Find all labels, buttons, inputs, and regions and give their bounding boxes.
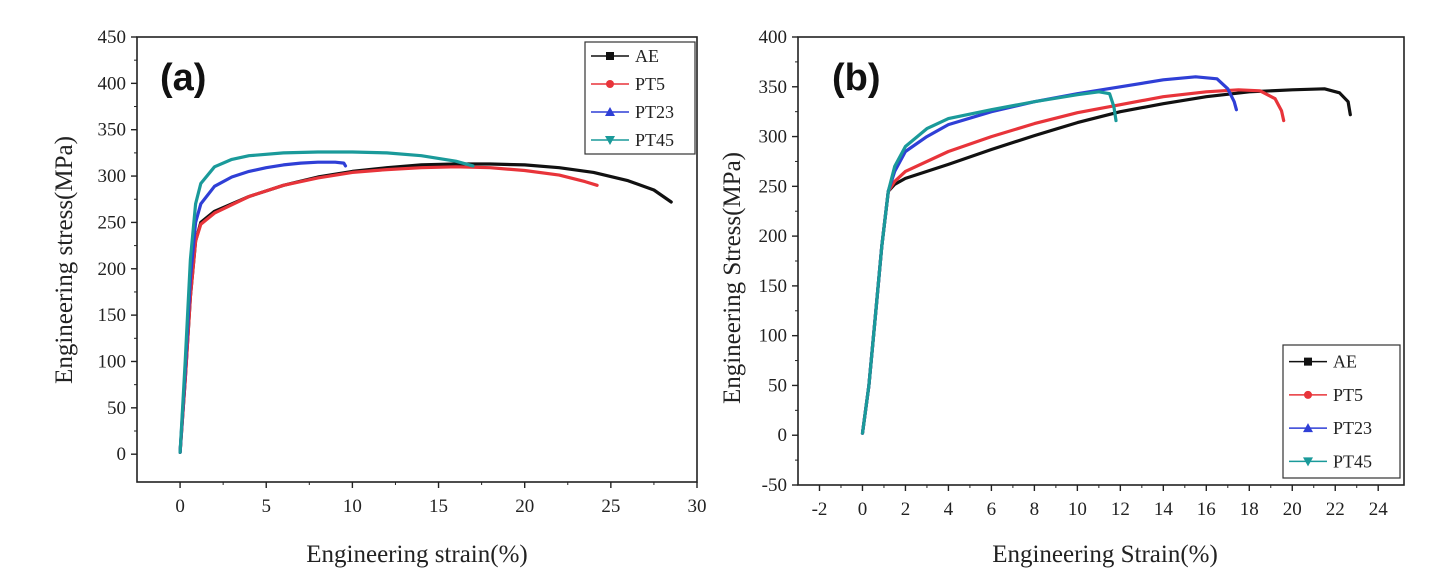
panel-label: (b) xyxy=(832,57,881,99)
x-tick-label: 22 xyxy=(1326,499,1345,520)
y-tick-label: 0 xyxy=(778,425,788,446)
x-tick-label: 15 xyxy=(429,496,448,517)
y-tick-label: 350 xyxy=(98,120,127,141)
y-tick-label: 0 xyxy=(117,444,127,465)
y-tick-label: 200 xyxy=(759,226,788,247)
x-tick-label: 20 xyxy=(515,496,534,517)
x-tick-label: 16 xyxy=(1197,499,1216,520)
y-tick-label: 400 xyxy=(98,73,127,94)
y-tick-label: 300 xyxy=(759,127,788,148)
series-line-pt45 xyxy=(860,90,1118,435)
chart-panel-1: -2 0 2 4 6 8 10 12 14 16 18 20 22 24-5005010015020025… xyxy=(719,27,1405,568)
y-axis-title: Engineering Stress(MPa) xyxy=(719,152,746,404)
legend-marker-pt45 xyxy=(605,136,615,145)
chart-panel-0: 0 5 10 15 20 25 30050100150200250300350400450E… xyxy=(51,27,707,568)
y-tick-label: 350 xyxy=(759,77,788,98)
x-tick-label: 6 xyxy=(987,499,997,520)
x-tick-label: 8 xyxy=(1030,499,1040,520)
legend-box xyxy=(1282,344,1401,479)
y-tick-label: 50 xyxy=(768,375,787,396)
y-tick-label: 100 xyxy=(759,326,788,347)
x-tick-label: 10 xyxy=(1068,499,1087,520)
legend-box xyxy=(584,41,696,155)
y-tick-label: 150 xyxy=(98,305,127,326)
y-axis-title: Engineering stress(MPa) xyxy=(51,136,78,384)
legend-label-pt23: PT23 xyxy=(635,102,674,122)
legend-label-pt45: PT45 xyxy=(1333,451,1372,471)
x-tick-label: 4 xyxy=(944,499,954,520)
y-tick-label: 400 xyxy=(759,27,788,48)
legend-marker-pt5 xyxy=(606,80,614,88)
y-tick-label: -50 xyxy=(762,475,787,496)
x-tick-label: 10 xyxy=(343,496,362,517)
series-line-pt45 xyxy=(178,150,475,454)
series-line-pt5 xyxy=(860,88,1286,435)
y-tick-label: 450 xyxy=(98,27,127,48)
legend-label-ae: AE xyxy=(1333,352,1357,372)
series-line-ae xyxy=(178,162,673,454)
series-line-pt23 xyxy=(178,160,348,454)
x-tick-label: 30 xyxy=(688,496,707,517)
panel-label: (a) xyxy=(160,57,206,99)
x-tick-label: 18 xyxy=(1240,499,1259,520)
x-tick-label: 0 xyxy=(175,496,185,517)
x-tick-label: 25 xyxy=(601,496,620,517)
y-tick-label: 200 xyxy=(98,259,127,280)
x-tick-label: 0 xyxy=(858,499,868,520)
plot-frame xyxy=(136,36,698,483)
x-tick-label: -2 xyxy=(812,499,828,520)
legend-marker-pt23 xyxy=(1303,423,1313,433)
legend-marker-ae xyxy=(606,52,614,60)
legend-label-pt23: PT23 xyxy=(1333,418,1372,438)
x-tick-label: 12 xyxy=(1111,499,1130,520)
y-tick-label: 250 xyxy=(98,212,127,233)
legend-label-pt45: PT45 xyxy=(635,130,674,150)
y-tick-label: 150 xyxy=(759,276,788,297)
series-line-pt5 xyxy=(178,165,599,454)
y-tick-label: 300 xyxy=(98,166,127,187)
x-axis-title: Engineering strain(%) xyxy=(306,541,527,568)
legend-marker-ae xyxy=(1304,357,1312,366)
x-tick-label: 14 xyxy=(1154,499,1174,520)
legend-marker-pt5 xyxy=(1304,390,1312,399)
x-tick-label: 5 xyxy=(261,496,271,517)
legend-label-ae: AE xyxy=(635,46,659,66)
legend-label-pt5: PT5 xyxy=(1333,385,1363,405)
x-tick-label: 2 xyxy=(901,499,911,520)
series-line-ae xyxy=(860,87,1352,435)
y-tick-label: 250 xyxy=(759,176,788,197)
x-tick-label: 20 xyxy=(1283,499,1302,520)
x-axis-title: Engineering Strain(%) xyxy=(992,541,1218,568)
x-tick-label: 24 xyxy=(1369,499,1389,520)
legend-marker-pt23 xyxy=(605,107,615,116)
legend-marker-pt45 xyxy=(1303,457,1313,467)
y-tick-label: 100 xyxy=(98,351,127,372)
y-tick-label: 50 xyxy=(107,398,126,419)
legend-label-pt5: PT5 xyxy=(635,74,665,94)
